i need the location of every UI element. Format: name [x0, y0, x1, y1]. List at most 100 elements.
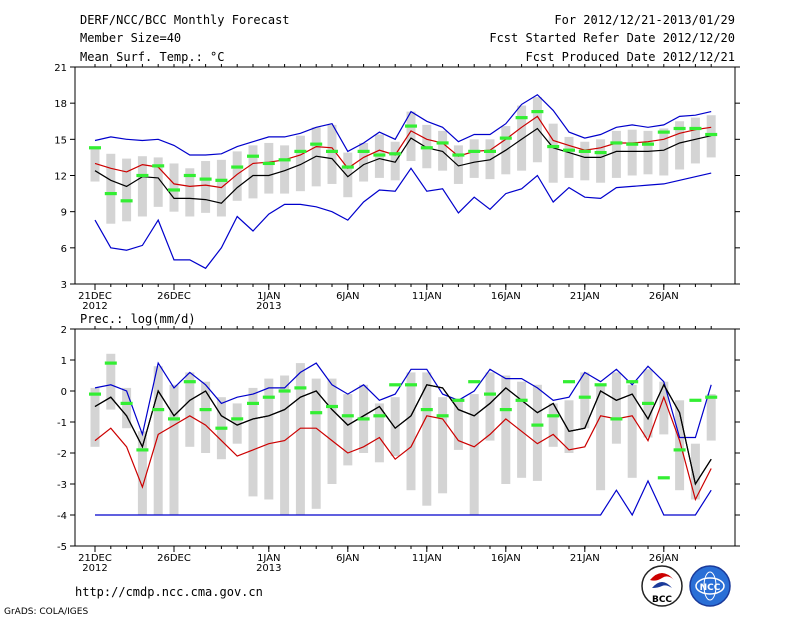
- temp-obs-marker: [120, 199, 133, 203]
- bcc-logo-label: BCC: [652, 595, 672, 605]
- prec-spread-box: [280, 375, 290, 515]
- temp-obs-marker: [642, 142, 654, 146]
- temp-obs-marker: [531, 110, 544, 114]
- temp-xtick-year: 2013: [256, 301, 281, 312]
- temp-spread-box: [469, 139, 479, 178]
- temp-obs-marker: [215, 178, 228, 182]
- prec-obs-marker: [657, 476, 670, 480]
- prec-spread-box: [532, 384, 542, 481]
- temp-spread-box: [611, 130, 621, 178]
- member-size: Member Size=40: [80, 31, 181, 45]
- prec-obs-marker: [531, 423, 544, 427]
- prec-xtick-label: 26JAN: [649, 553, 679, 564]
- prec-spread-box: [343, 394, 353, 466]
- prec-xtick-label: 11JAN: [412, 553, 442, 564]
- temp-xtick-label: 11JAN: [412, 291, 442, 302]
- temp-obs-marker: [357, 149, 370, 153]
- temp-ytick-label: 9: [61, 208, 67, 219]
- temp-obs-marker: [689, 126, 702, 131]
- temp-spread-box: [517, 105, 527, 171]
- temp-xtick-label: 26DEC: [157, 291, 191, 302]
- temp-ytick-label: 15: [54, 135, 67, 146]
- prec-xtick-year: 2012: [82, 563, 107, 574]
- temp-spread-box: [453, 145, 463, 184]
- prec-obs-marker: [563, 380, 575, 384]
- temp-obs-marker: [104, 191, 117, 196]
- prec-obs-marker: [626, 380, 639, 384]
- prec-xtick-label: 16JAN: [491, 553, 521, 564]
- temp-obs-marker: [657, 130, 670, 134]
- prec-obs-marker: [120, 401, 133, 405]
- ncc-logo-label: NCC: [700, 583, 721, 593]
- temp-obs-marker: [420, 146, 433, 150]
- prec-obs-marker: [689, 398, 702, 402]
- temp-obs-marker: [294, 149, 307, 153]
- forecast-period: For 2012/12/21-2013/01/29: [554, 13, 735, 27]
- prec-obs-marker: [673, 448, 686, 452]
- prec-obs-marker: [436, 414, 449, 418]
- temp-obs-marker: [563, 148, 575, 152]
- prec-obs-marker: [168, 417, 180, 421]
- temp-obs-marker: [610, 141, 623, 145]
- temp-spread-box: [280, 145, 290, 194]
- prec-obs-marker: [294, 386, 307, 390]
- temp-obs-marker: [578, 149, 591, 153]
- temp-spread-box: [675, 121, 685, 170]
- temp-obs-marker: [594, 150, 607, 155]
- temp-spread-box: [327, 124, 337, 184]
- temp-obs-marker: [389, 152, 402, 156]
- prec-xtick-label: 1JAN: [257, 553, 280, 564]
- figure-title: DERF/NCC/BCC Monthly Forecast: [80, 13, 290, 27]
- temp-obs-marker: [452, 153, 465, 157]
- temp-ytick-label: 12: [54, 172, 67, 183]
- temp-spread-box: [232, 151, 242, 201]
- prec-spread-box: [264, 378, 274, 500]
- prec-xtick-label: 26DEC: [157, 553, 191, 564]
- temp-spread-box: [106, 153, 116, 224]
- temp-spread-box: [596, 139, 606, 183]
- prec-spread-box: [185, 372, 195, 447]
- prec-ytick-label: -5: [57, 542, 67, 553]
- temp-spread-box: [153, 157, 163, 207]
- footer-url[interactable]: http://cmdp.ncc.cma.gov.cn: [75, 585, 263, 599]
- prec-spread-box: [406, 372, 416, 491]
- temp-ytick-label: 18: [54, 99, 67, 110]
- temp-spread-box: [90, 146, 100, 182]
- temp-xtick-label: 26JAN: [649, 291, 679, 302]
- prec-spread-box: [122, 387, 132, 429]
- prec-spread-box: [564, 400, 574, 453]
- temp-spread-box: [406, 111, 416, 162]
- temp-ytick-label: 6: [61, 244, 67, 255]
- prec-xtick-label: 21JAN: [570, 553, 600, 564]
- prec-obs-marker: [578, 395, 591, 399]
- prec-obs-marker: [215, 426, 228, 430]
- prec-spread-box: [596, 384, 606, 491]
- temp-spread-box: [264, 142, 274, 194]
- prec-obs-marker: [136, 448, 149, 452]
- prec-obs-marker: [594, 383, 607, 387]
- prec-spread-box: [485, 372, 495, 441]
- temp-min-line: [94, 167, 712, 270]
- temp-spread-box: [201, 161, 211, 213]
- prec-obs-marker: [515, 398, 528, 402]
- temp-spread-box: [169, 163, 179, 212]
- temp-spread-box: [659, 128, 669, 176]
- prec-spread-box: [232, 403, 242, 444]
- prec-ytick-label: -3: [57, 480, 67, 491]
- prec-spread-box: [106, 353, 116, 410]
- prec-spread-box: [327, 378, 337, 484]
- temp-median-line: [94, 115, 712, 189]
- temp-ytick-label: 21: [54, 63, 67, 74]
- temp-xtick-label: 21DEC: [78, 291, 112, 302]
- temp-xtick-label: 6JAN: [336, 291, 359, 302]
- prec-ytick-label: -1: [57, 418, 67, 429]
- temp-obs-marker: [673, 126, 686, 131]
- temp-xtick-year: 2012: [82, 301, 107, 312]
- prec-spread-box: [453, 400, 463, 450]
- temp-obs-marker: [199, 177, 212, 181]
- prec-xtick-label: 21DEC: [78, 553, 112, 564]
- prec-spread-box: [390, 397, 400, 457]
- prec-obs-marker: [420, 408, 433, 412]
